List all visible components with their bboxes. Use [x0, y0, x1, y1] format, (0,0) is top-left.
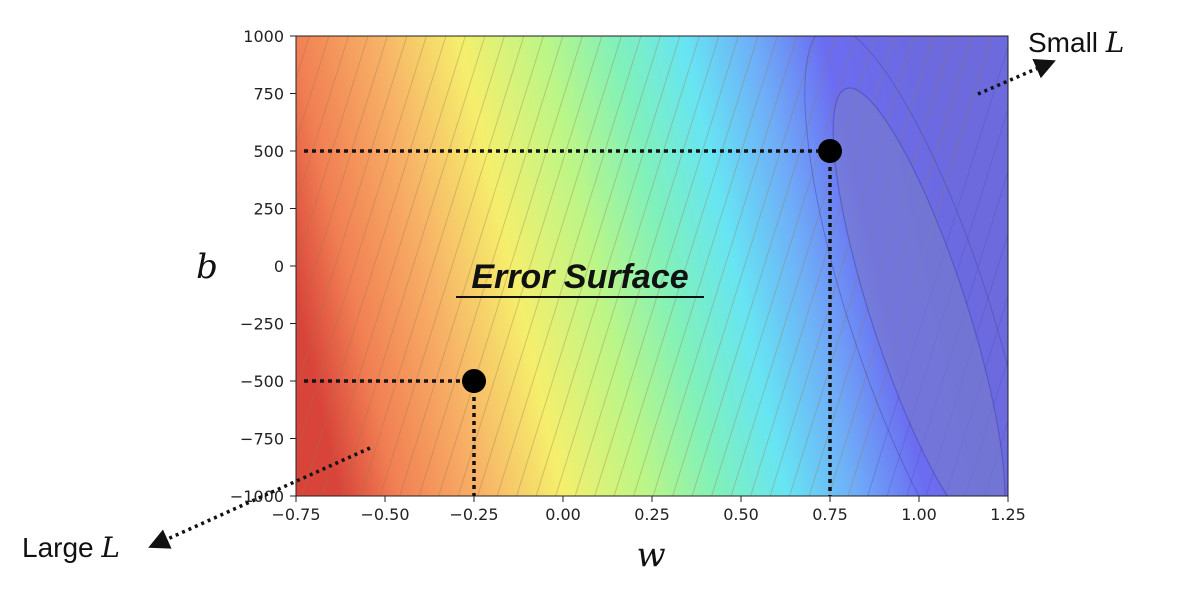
x-tick-label: 1.25	[990, 505, 1026, 524]
x-tick-label: 1.00	[901, 505, 937, 524]
y-tick-label: 0	[274, 257, 284, 276]
contour-line	[984, 419, 1008, 496]
contour-line	[301, 36, 447, 496]
contour-line	[360, 36, 505, 496]
contour-line	[477, 36, 622, 496]
contour-line	[633, 36, 778, 496]
contour-line	[516, 36, 661, 496]
contour-line	[46, 26, 196, 506]
contour-line	[296, 36, 408, 393]
y-tick-label: 750	[253, 85, 284, 104]
x-tick-label: −0.25	[449, 505, 498, 524]
contour-line	[711, 36, 856, 496]
y-tick-label: −750	[240, 430, 284, 449]
contour-line	[296, 36, 369, 268]
contour-line	[321, 36, 466, 496]
x-tick-label: −0.75	[271, 505, 320, 524]
contour-line	[296, 36, 388, 331]
contour-line	[613, 36, 759, 496]
large-loss-var: L	[100, 531, 120, 564]
error-surface-title: Error Surface	[471, 258, 688, 296]
x-tick-label: −0.50	[360, 505, 409, 524]
contour-line	[296, 36, 349, 206]
contour-line	[296, 36, 330, 143]
contour-line	[104, 26, 254, 506]
minimum-basin	[832, 87, 1006, 496]
contour-line	[535, 36, 681, 496]
x-axis-ticks: −0.75 −0.50 −0.25 0.00 0.25 0.50 0.75 1.00 1.25	[271, 496, 1026, 524]
contour-lines	[26, 26, 1171, 506]
contour-line	[340, 36, 486, 496]
surface-tint	[296, 36, 1008, 496]
contour-line	[1003, 481, 1008, 496]
contour-line	[652, 36, 798, 496]
contour-line	[65, 26, 215, 506]
contour-line	[399, 36, 544, 496]
contour-line	[379, 36, 525, 496]
plot-area	[26, 26, 1171, 506]
x-tick-label: 0.00	[545, 505, 581, 524]
large-loss-label: Large L	[22, 531, 120, 564]
contour-line	[886, 107, 1008, 496]
y-tick-label: 250	[253, 200, 284, 219]
y-tick-label: −500	[240, 372, 284, 391]
small-loss-text: Small	[1028, 27, 1106, 58]
small-loss-var: L	[1105, 26, 1125, 59]
contour-line	[418, 36, 564, 496]
highlighted-points	[462, 139, 842, 393]
large-loss-arrow	[148, 446, 371, 549]
contour-line	[496, 36, 642, 496]
large-loss-text: Large	[22, 532, 101, 563]
parameter-point	[818, 139, 842, 163]
contour-line	[555, 36, 700, 496]
contour-line	[438, 36, 583, 496]
contour-line	[594, 36, 739, 496]
minimum-contour	[804, 36, 1008, 496]
y-tick-label: −1000	[230, 487, 284, 506]
contour-line	[672, 36, 817, 496]
x-tick-label: 0.75	[812, 505, 848, 524]
contour-line	[691, 36, 837, 496]
contour-line	[574, 36, 720, 496]
y-tick-label: 500	[253, 142, 284, 161]
x-tick-label: 0.25	[634, 505, 670, 524]
contour-line	[26, 26, 176, 506]
y-tick-label: −250	[240, 315, 284, 334]
contour-line	[769, 36, 915, 496]
contour-line	[457, 36, 603, 496]
contour-line	[1021, 26, 1171, 506]
y-axis-label: b	[196, 247, 218, 287]
y-tick-label: 1000	[243, 27, 284, 46]
parameter-point	[462, 369, 486, 393]
x-axis-label: w	[636, 535, 665, 575]
small-loss-label: Small L	[1028, 26, 1124, 59]
contour-line	[296, 36, 427, 455]
y-axis-ticks: 1000 750 500 250 0 −250 −500 −750 −1000	[230, 27, 296, 506]
x-tick-label: 0.50	[723, 505, 759, 524]
guide-lines	[304, 149, 832, 496]
